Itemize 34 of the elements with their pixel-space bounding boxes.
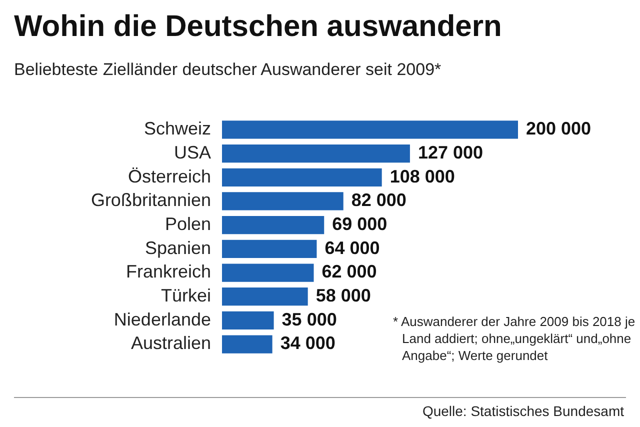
y-tick-label: Spanien (144, 238, 211, 258)
data-label: 82 000 (351, 190, 406, 210)
bar (222, 311, 274, 330)
y-tick-label: Schweiz (144, 118, 211, 139)
data-label: 58 000 (316, 286, 371, 306)
y-tick-label: Österreich (128, 166, 211, 186)
y-tick-label: Großbritannien (90, 190, 211, 210)
y-tick-label: Türkei (160, 286, 211, 306)
data-label: 34 000 (280, 333, 336, 354)
bar (222, 240, 317, 258)
data-label: 127 000 (418, 142, 484, 163)
data-label: 64 000 (324, 238, 380, 258)
chart-subtitle: Beliebteste Zielländer deutscher Auswanderer seit 2009* (14, 60, 442, 80)
data-label: 62 000 (322, 262, 377, 282)
y-tick-label: Polen (164, 214, 211, 234)
bar (222, 335, 272, 354)
data-label: 200 000 (526, 118, 592, 139)
bar (222, 288, 308, 306)
source-note: Quelle: Statistisches Bundesamt (422, 403, 624, 419)
bar (222, 192, 344, 210)
annotation: * Auswanderer der Jahre 2009 bis 2018 je Land addiert; ohne„ungeklärt“ und„ohne Angabe“; Werte gerundet (393, 313, 636, 364)
data-label: 69 000 (332, 214, 388, 234)
bar (222, 168, 382, 186)
y-tick-label: Australien (130, 333, 211, 354)
y-tick-label: USA (174, 142, 211, 163)
data-label: 35 000 (282, 309, 337, 330)
bar (222, 120, 518, 139)
y-tick-label: Niederlande (114, 309, 211, 330)
y-tick-label: Frankreich (126, 262, 211, 282)
data-label: 108 000 (390, 166, 455, 186)
bar (222, 264, 314, 282)
chart-title: Wohin die Deutschen auswandern (14, 10, 502, 44)
bar (222, 144, 410, 163)
bar (222, 216, 324, 234)
